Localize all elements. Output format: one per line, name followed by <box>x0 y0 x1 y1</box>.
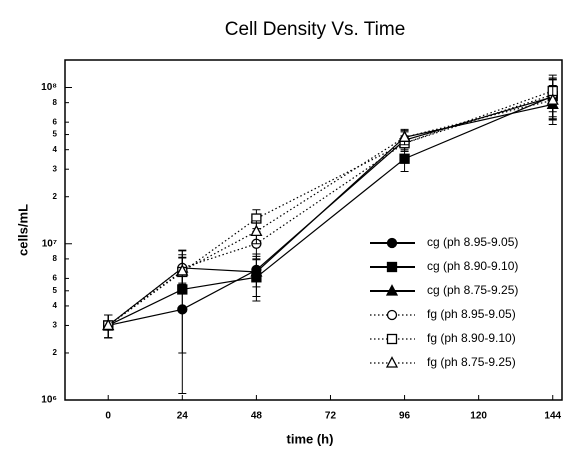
legend-label: fg (ph 8.90-9.10) <box>427 331 516 345</box>
y-tick-label: 2 <box>53 192 58 201</box>
y-tick-label: 5 <box>53 286 58 295</box>
y-tick-label: 4 <box>53 301 58 310</box>
legend-marker <box>386 237 398 249</box>
plot-frame <box>64 59 563 401</box>
legend-label: cg (ph 8.95-9.05) <box>427 235 518 249</box>
y-tick-label: 5 <box>53 130 58 139</box>
y-tick-label: 8 <box>53 98 58 107</box>
legend-marker <box>385 356 399 368</box>
x-axis-label: time (h) <box>287 431 334 446</box>
x-tick-label: 96 <box>399 411 411 422</box>
x-tick-label: 24 <box>177 411 189 422</box>
x-tick-label: 48 <box>251 411 263 422</box>
y-tick-label: 10⁸ <box>41 82 57 93</box>
data-point <box>398 130 411 142</box>
data-point <box>102 318 115 331</box>
chart-title: Cell Density Vs. Time <box>225 19 406 40</box>
data-point <box>399 153 410 164</box>
legend-marker <box>386 333 398 345</box>
y-tick-label: 2 <box>53 348 58 357</box>
y-tick-label: 10⁷ <box>42 238 57 249</box>
legend-marker <box>386 309 398 321</box>
data-point <box>176 264 189 276</box>
legend-label: cg (ph 8.75-9.25) <box>427 283 518 297</box>
data-point <box>250 265 263 277</box>
y-tick-label: 6 <box>53 274 58 283</box>
data-point <box>546 93 559 105</box>
series-line <box>107 99 553 326</box>
x-tick-label: 120 <box>470 411 487 422</box>
y-tick-label: 3 <box>53 164 58 173</box>
y-axis-label: cells/mL <box>15 204 30 256</box>
y-tick-label: 3 <box>53 321 58 330</box>
y-tick-label: 4 <box>53 145 58 154</box>
legend-label: fg (ph 8.95-9.05) <box>427 307 516 321</box>
data-point <box>250 224 263 237</box>
x-tick-label: 144 <box>544 411 561 422</box>
y-tick-label: 6 <box>53 117 58 126</box>
legend-label: fg (ph 8.75-9.25) <box>427 355 516 369</box>
legend-marker <box>385 284 399 296</box>
legend-marker <box>386 261 398 273</box>
y-tick-label: 8 <box>53 254 58 263</box>
legend-label: cg (ph 8.90-9.10) <box>427 259 518 273</box>
x-tick-label: 0 <box>105 411 111 422</box>
x-tick-label: 72 <box>325 411 337 422</box>
y-tick-label: 10⁶ <box>41 395 57 406</box>
